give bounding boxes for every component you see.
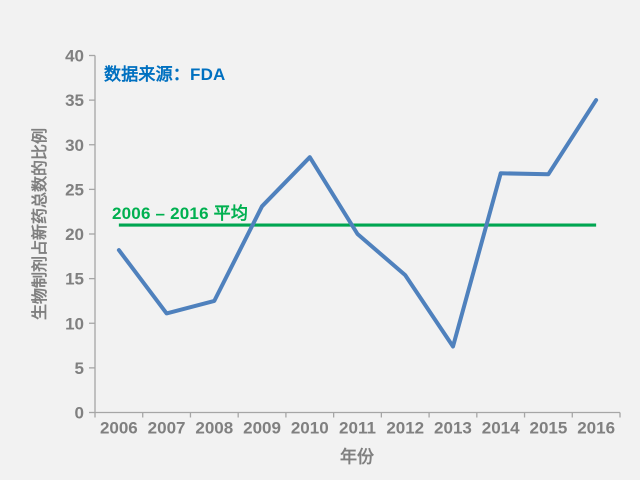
y-tick-label: 30 [65,136,84,155]
y-tick-label: 40 [65,47,84,66]
y-tick-label: 20 [65,225,84,244]
x-tick-label: 2011 [339,419,376,438]
x-tick-label: 2014 [482,419,520,438]
x-tick-label: 2010 [291,419,329,438]
y-tick-label: 35 [65,91,84,110]
x-tick-label: 2013 [434,419,472,438]
average-line-label: 2006 – 2016 平均 [112,204,249,223]
x-tick-label: 2006 [100,419,138,438]
x-tick-label: 2015 [529,419,567,438]
y-tick-label: 15 [65,270,84,289]
y-tick-label: 5 [75,359,84,378]
y-tick-label: 25 [65,180,84,199]
y-tick-label: 10 [65,314,84,333]
x-tick-label: 2007 [148,419,186,438]
x-tick-label: 2012 [386,419,424,438]
x-tick-label: 2016 [577,419,615,438]
x-tick-label: 2009 [243,419,281,438]
y-axis-title: 生物制剂占新药总数的比例 [32,127,49,321]
x-axis-title: 年份 [340,447,374,467]
data-source-annotation: 数据来源：FDA [104,65,226,84]
y-tick-label: 0 [75,404,84,423]
x-tick-label: 2008 [195,419,233,438]
data-series-line [116,98,599,349]
